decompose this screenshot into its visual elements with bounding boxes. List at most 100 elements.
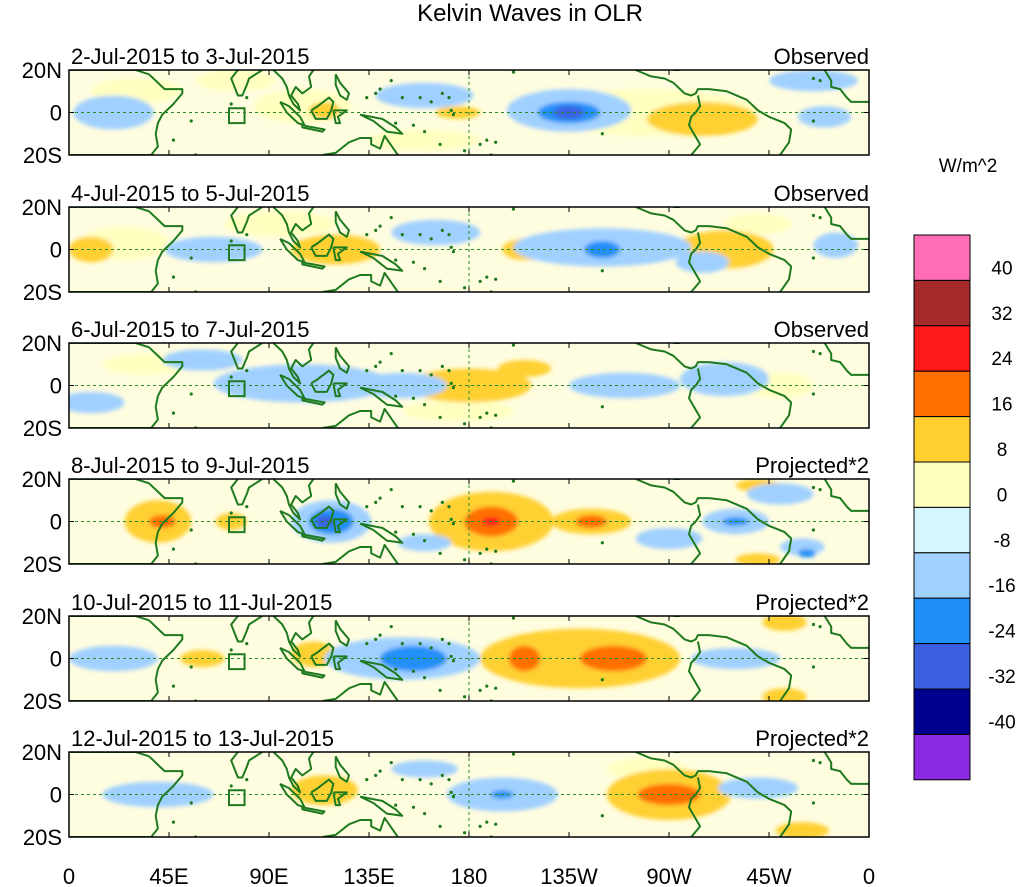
coastline (310, 642, 335, 666)
colorbar-swatch (913, 234, 971, 281)
coastline (635, 207, 793, 292)
coastline (334, 482, 350, 510)
colorbar-tick-label: 16 (991, 395, 1012, 416)
anomaly-contour (391, 760, 458, 778)
anomaly-contour (509, 645, 541, 672)
anomaly-contour (762, 616, 807, 631)
island-dot (451, 113, 456, 117)
y-tick-label: 0 (50, 238, 62, 263)
colorbar-tick-label: -8 (994, 531, 1011, 552)
coastline (69, 752, 184, 837)
island-dot (485, 820, 489, 824)
island-dot (400, 505, 404, 509)
reference-box (228, 107, 246, 125)
island-dot (818, 79, 822, 83)
island-dot (811, 76, 816, 81)
island-dot (245, 96, 249, 100)
island-dot (478, 279, 482, 283)
island-dot (511, 616, 516, 620)
y-tick-label: 0 (50, 647, 62, 672)
island-dot (511, 207, 516, 211)
island-dot (245, 233, 249, 237)
island-dot (811, 622, 816, 627)
y-tick-label: 0 (50, 374, 62, 399)
island-dot (440, 500, 444, 504)
island-dot (438, 142, 442, 146)
coastline (359, 113, 404, 135)
island-dot (811, 349, 816, 354)
anomaly-contour (746, 483, 814, 505)
y-tick-label: 0 (50, 510, 62, 535)
island-dot (411, 532, 416, 536)
x-tick-label: 45W (746, 864, 791, 887)
coastlines (69, 479, 869, 564)
island-dot (478, 824, 482, 828)
coastline (823, 207, 869, 240)
island-dot (494, 822, 498, 826)
y-tick-label: 20S (23, 689, 62, 714)
coastline (635, 479, 793, 564)
coastline (332, 518, 348, 534)
island-dot (449, 381, 453, 385)
y-tick-label: 20S (23, 825, 62, 850)
coastline (823, 752, 869, 785)
island-dot (429, 100, 433, 104)
island-dot (462, 695, 467, 699)
island-dot (394, 667, 398, 671)
island-dot (411, 396, 416, 400)
island-dot (374, 364, 378, 368)
coastline (688, 95, 702, 155)
coastline (332, 109, 348, 125)
panel-date-range: 8-Jul-2015 to 9-Jul-2015 (71, 453, 309, 478)
island-dot (374, 773, 378, 777)
island-dot (394, 394, 398, 398)
coastline (359, 250, 404, 272)
map-panel: 20N 0 20S 10-Jul-2015 to 11-Jul-2015 Project… (22, 590, 870, 714)
y-tick-label: 20S (23, 552, 62, 577)
island-dot (449, 245, 453, 249)
island-dot (365, 96, 369, 100)
island-dot (374, 637, 378, 641)
island-dot (478, 142, 482, 146)
island-dot (411, 123, 416, 127)
island-dot (400, 233, 404, 237)
coastline (301, 124, 326, 133)
anomaly-contour (391, 219, 481, 246)
island-dot (365, 505, 369, 509)
anomaly-contour (369, 129, 481, 151)
reference-box (228, 380, 246, 398)
island-dot (189, 528, 193, 532)
coastline (332, 382, 348, 398)
island-dot (440, 228, 444, 232)
island-dot (462, 558, 467, 562)
island-dot (440, 773, 444, 777)
coastline (301, 261, 326, 270)
island-dot (462, 149, 467, 153)
coastline (69, 207, 184, 292)
panel-date-range: 2-Jul-2015 to 3-Jul-2015 (71, 44, 309, 69)
island-dot (451, 386, 456, 390)
island-dot (229, 784, 233, 788)
y-tick-label: 0 (50, 101, 62, 126)
island-dot (511, 70, 516, 74)
island-dot (438, 279, 442, 283)
island-dot (811, 119, 816, 123)
island-dot (171, 411, 176, 415)
y-tick-label: 20S (23, 416, 62, 441)
coastline (272, 752, 315, 794)
island-dot (189, 665, 193, 669)
island-dot (478, 415, 482, 419)
y-tick-label: 20S (23, 143, 62, 168)
map-field (69, 343, 869, 428)
x-axis: 0 45E 90E 135E 180 135W 90W 45W 0 (63, 864, 875, 887)
island-dot (600, 814, 604, 818)
coastline (334, 210, 350, 238)
coastline (272, 343, 315, 385)
island-dot (811, 256, 816, 260)
coastline (230, 207, 263, 234)
anomaly-contour (717, 777, 798, 799)
coastline (230, 479, 263, 506)
island-dot (451, 795, 456, 799)
coastline (301, 670, 326, 679)
island-dot (400, 369, 404, 373)
